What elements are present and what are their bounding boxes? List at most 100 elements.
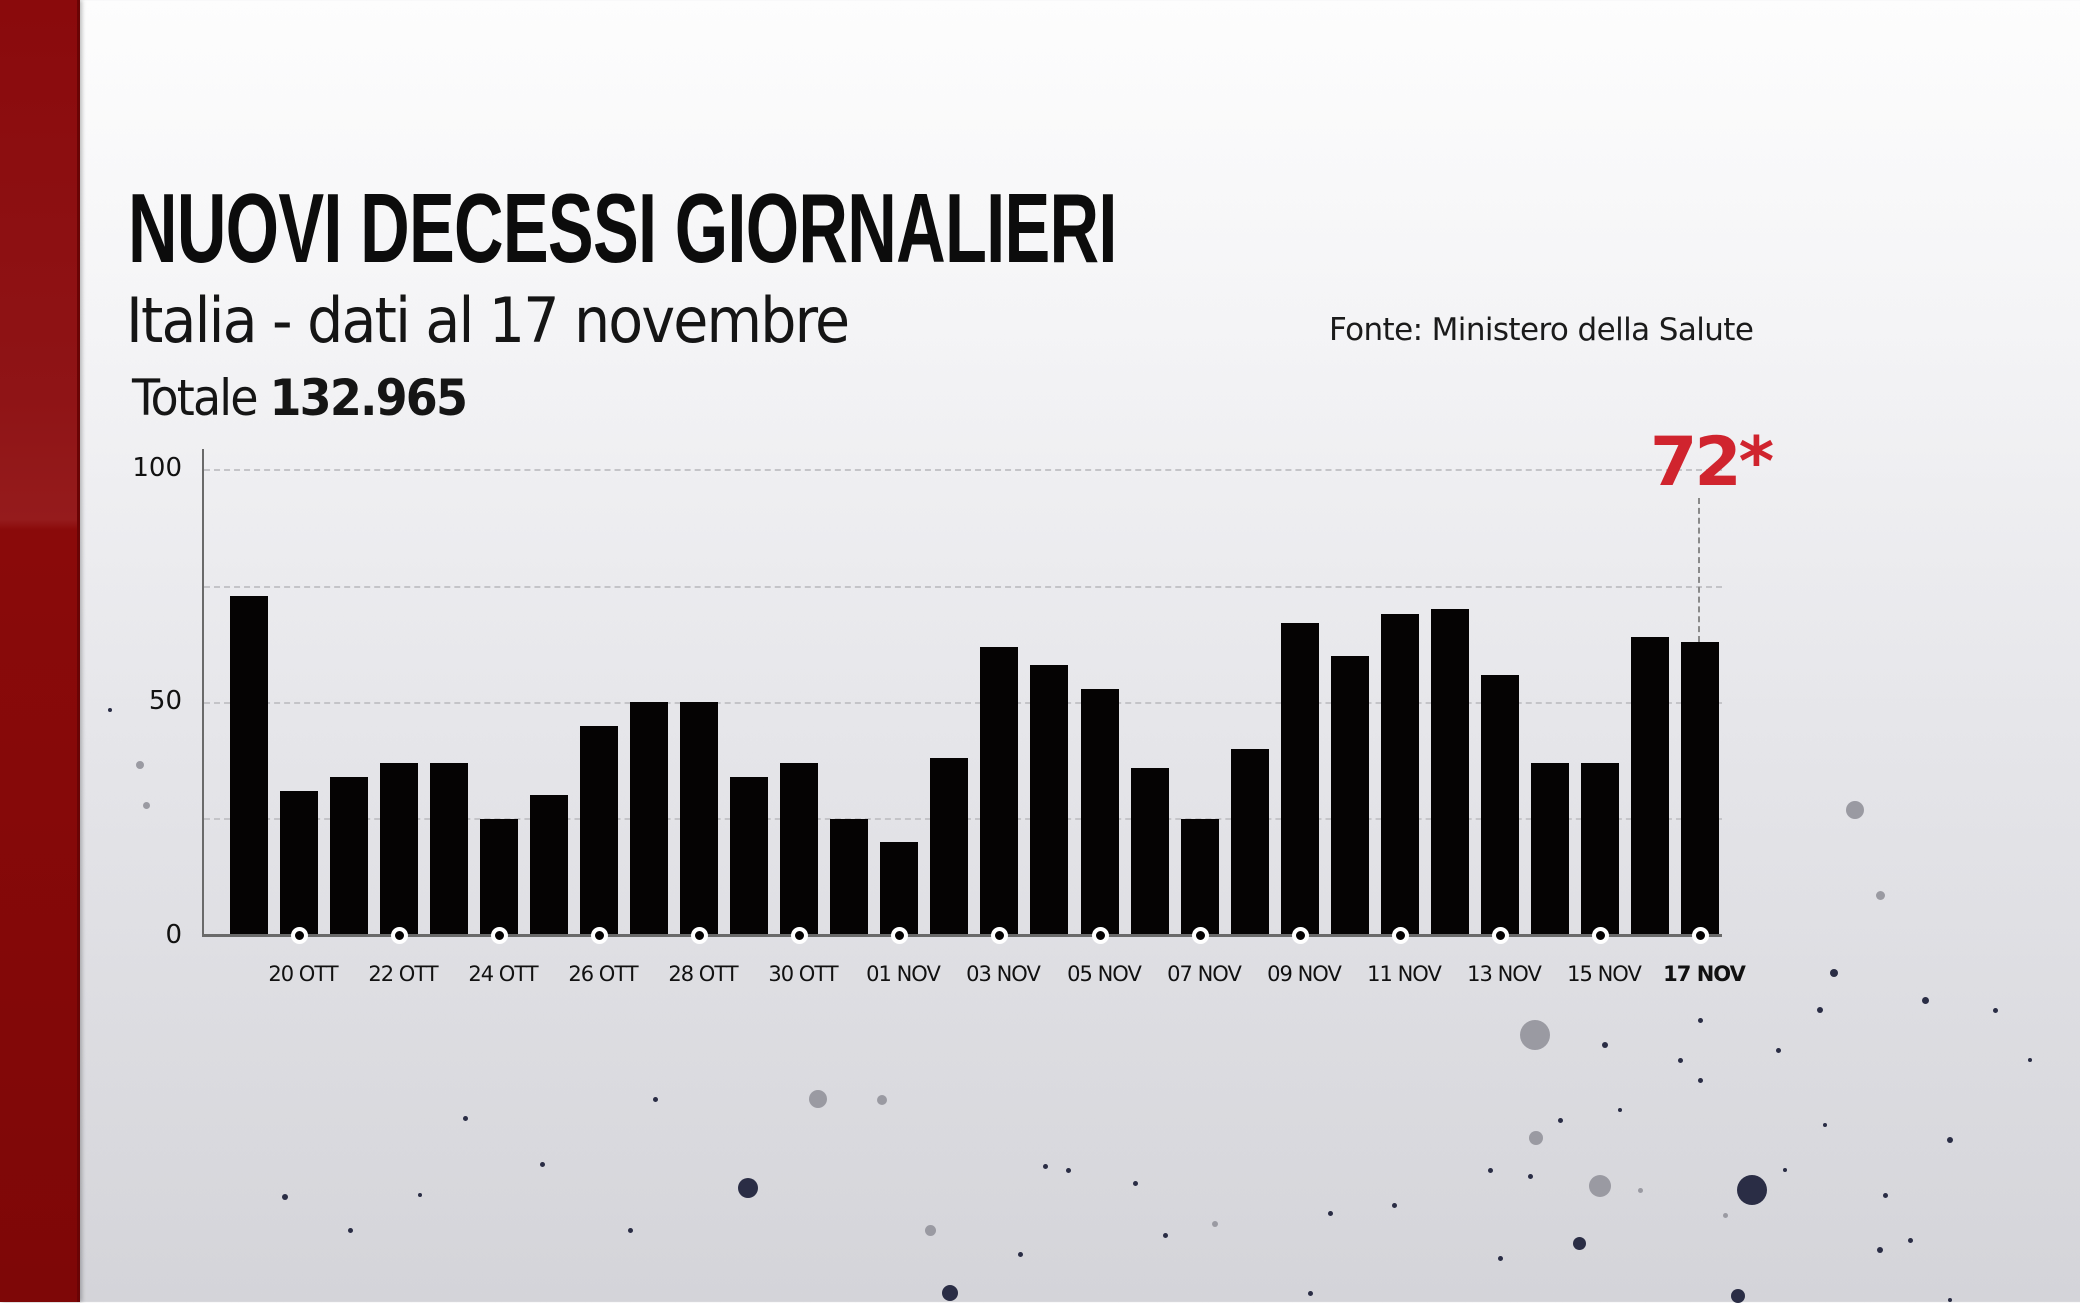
y-tick-50: 50: [148, 686, 182, 716]
particle-dot: [1697, 1077, 1703, 1083]
y-axis: [202, 449, 204, 937]
bar-11-nov: [1381, 614, 1419, 935]
particle-dot: [1497, 1255, 1503, 1261]
bar-04-nov: [1030, 665, 1068, 935]
x-tick-label: 30 OTT: [768, 962, 838, 986]
total-label: Totale: [132, 369, 259, 427]
particle-dot: [1697, 1017, 1703, 1023]
particle-dot: [924, 1224, 936, 1236]
particle-dot: [809, 1090, 827, 1108]
x-tick-label: 15 NOV: [1567, 962, 1642, 986]
total-value: 132.965: [269, 369, 467, 427]
x-tick-marker: [1592, 927, 1609, 944]
particle-dot: [1618, 1108, 1622, 1112]
particle-dot: [108, 708, 112, 712]
particle-dot: [1947, 1137, 1953, 1143]
x-tick-label: 07 NOV: [1167, 962, 1242, 986]
x-tick-label: 01 NOV: [866, 962, 941, 986]
x-tick-label: 28 OTT: [668, 962, 738, 986]
bar-13-nov: [1481, 675, 1519, 935]
total-line: Totale 132.965: [132, 369, 468, 427]
particle-dot: [462, 1115, 468, 1121]
particle-dot: [652, 1096, 658, 1102]
particle-dot: [942, 1285, 958, 1301]
bar-28-ott: [680, 702, 718, 935]
particle-dot: [136, 761, 144, 769]
particle-dot: [627, 1227, 633, 1233]
x-tick-marker: [1692, 927, 1709, 944]
particle-dot: [282, 1194, 288, 1200]
x-tick-label: 03 NOV: [966, 962, 1041, 986]
particle-dot: [1391, 1202, 1397, 1208]
x-tick-marker: [391, 927, 408, 944]
annotation-leader-line: [1698, 498, 1700, 642]
particle-dot: [1307, 1290, 1313, 1296]
bar-08-nov: [1231, 749, 1269, 935]
particle-dot: [1830, 969, 1838, 977]
particle-dot: [1775, 1047, 1781, 1053]
particle-dot: [1637, 1187, 1643, 1193]
particle-dot: [1817, 1007, 1823, 1013]
particle-dot: [1677, 1057, 1683, 1063]
x-tick-marker: [691, 927, 708, 944]
x-tick-marker: [1192, 927, 1209, 944]
particle-dot: [539, 1161, 545, 1167]
particle-dot: [877, 1095, 887, 1105]
particle-dot: [418, 1193, 422, 1197]
particle-dot: [1065, 1167, 1071, 1173]
particle-dot: [1921, 996, 1929, 1004]
gridline-50: [204, 702, 1722, 704]
bar-26-ott: [580, 726, 618, 935]
x-tick-marker: [991, 927, 1008, 944]
bar-31-ott: [830, 819, 868, 935]
particle-dot: [1846, 801, 1864, 819]
bar-22-ott: [380, 763, 418, 935]
x-tick-marker: [1492, 927, 1509, 944]
particle-dot: [1875, 890, 1885, 900]
x-tick-marker: [1292, 927, 1309, 944]
bar-20-ott: [280, 791, 318, 935]
x-tick-marker: [891, 927, 908, 944]
y-tick-0: 0: [165, 920, 182, 950]
particle-dot: [1737, 1175, 1767, 1205]
bar-17-nov: [1681, 642, 1719, 935]
bar-30-ott: [780, 763, 818, 935]
side-accent-bar: [0, 0, 80, 1302]
bar-19-ott: [230, 596, 268, 935]
x-tick-label: 26 OTT: [568, 962, 638, 986]
bar-16-nov: [1631, 637, 1669, 935]
x-tick-marker: [491, 927, 508, 944]
x-tick-label: 22 OTT: [368, 962, 438, 986]
particle-dot: [1602, 1042, 1608, 1048]
particle-dot: [1327, 1210, 1333, 1216]
y-tick-100: 100: [132, 453, 182, 483]
particle-dot: [1992, 1007, 1998, 1013]
x-tick-label: 05 NOV: [1067, 962, 1142, 986]
x-tick-marker: [791, 927, 808, 944]
x-tick-label: 20 OTT: [268, 962, 338, 986]
particle-dot: [1907, 1237, 1913, 1243]
chart-subtitle: Italia - dati al 17 novembre: [126, 284, 850, 357]
bar-01-nov: [880, 842, 918, 935]
particle-dot: [1589, 1175, 1611, 1197]
x-tick-marker: [1092, 927, 1109, 944]
particle-dot: [1557, 1117, 1563, 1123]
particle-dot: [1042, 1163, 1048, 1169]
source-credit: Fonte: Ministero della Salute: [1329, 312, 1754, 348]
particle-dot: [1882, 1192, 1888, 1198]
bar-24-ott: [480, 819, 518, 935]
particle-dot: [142, 801, 150, 809]
x-tick-marker: [291, 927, 308, 944]
particle-dot: [1527, 1173, 1533, 1179]
bar-14-nov: [1531, 763, 1569, 935]
bar-06-nov: [1131, 768, 1169, 935]
x-tick-marker: [591, 927, 608, 944]
x-tick-label: 17 NOV: [1663, 962, 1746, 986]
particle-dot: [1783, 1168, 1787, 1172]
particle-dot: [1948, 1298, 1952, 1302]
particle-dot: [2028, 1058, 2032, 1062]
particle-dot: [1132, 1180, 1138, 1186]
bar-07-nov: [1181, 819, 1219, 935]
particle-dot: [1487, 1167, 1493, 1173]
